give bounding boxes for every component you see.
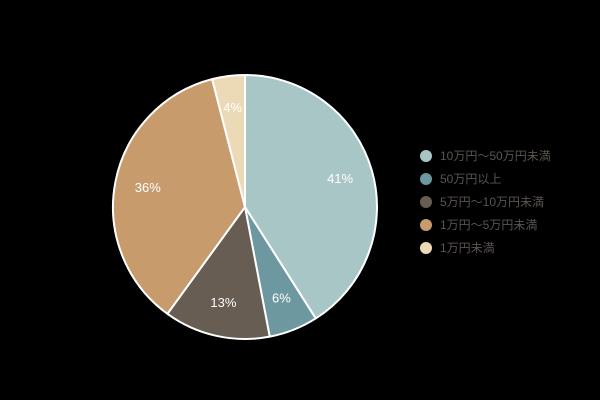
pie-slice[interactable]: [166, 206, 271, 340]
pie-slice[interactable]: [211, 74, 246, 208]
legend-item[interactable]: 1万円未満: [420, 242, 551, 254]
legend-item[interactable]: 50万円以上: [420, 173, 551, 185]
pie-slice-percentage-label: 4%: [223, 100, 242, 115]
legend-swatch-icon: [420, 196, 432, 208]
legend-swatch-icon: [420, 242, 432, 254]
legend-swatch-icon: [420, 173, 432, 185]
pie-slice-percentage-label: 13%: [210, 295, 236, 310]
legend-item[interactable]: 10万円～50万円未満: [420, 150, 551, 162]
pie-slice-percentage-label: 6%: [272, 290, 291, 305]
legend-item[interactable]: 5万円～10万円未満: [420, 196, 551, 208]
legend-label: 1万円未満: [440, 241, 495, 255]
legend-label: 50万円以上: [440, 172, 502, 186]
legend-label: 10万円～50万円未満: [440, 149, 551, 163]
pie-slice[interactable]: [112, 78, 246, 315]
legend-label: 1万円～5万円未満: [440, 218, 538, 232]
pie-slice-percentage-label: 41%: [327, 171, 353, 186]
legend-swatch-icon: [420, 150, 432, 162]
pie-slice-percentage-label: 36%: [135, 180, 161, 195]
legend-item[interactable]: 1万円～5万円未満: [420, 219, 551, 231]
legend-label: 5万円～10万円未満: [440, 195, 545, 209]
legend-swatch-icon: [420, 219, 432, 231]
chart-legend: 10万円～50万円未満 50万円以上 5万円～10万円未満 1万円～5万円未満 1万円未…: [420, 150, 551, 254]
